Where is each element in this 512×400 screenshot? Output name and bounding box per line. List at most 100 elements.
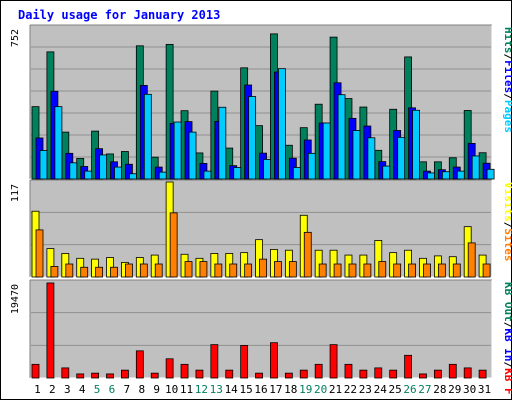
bar-kb-f-day-25: [389, 369, 398, 379]
x-tick-label-day-26: 26: [403, 383, 416, 396]
plot-background: [30, 280, 492, 378]
legend-entry: Files: [502, 60, 512, 93]
bar-kb-f-day-19: [299, 369, 308, 379]
x-tick-label-day-30: 30: [463, 383, 476, 396]
bar-kb-f-day-20: [314, 363, 323, 379]
bar-pages-day-24: [382, 165, 391, 180]
bar-sites-day-25: [393, 263, 402, 278]
bar-kb-f-day-10: [165, 358, 174, 379]
x-tick-label-day-29: 29: [448, 383, 461, 396]
bar-kb-f-day-30: [463, 367, 472, 379]
x-tick-label-day-15: 15: [239, 383, 252, 396]
bar-sites-day-7: [125, 263, 133, 278]
bar-sites-day-10: [169, 212, 178, 278]
bar-pages-day-14: [233, 167, 242, 180]
bar-visits-day-21: [329, 249, 338, 278]
x-tick-label-day-27: 27: [418, 383, 431, 396]
x-tick-label-day-8: 8: [138, 383, 145, 396]
bar-kb-f-day-3: [61, 367, 70, 379]
bar-pages-day-27: [427, 172, 435, 180]
bar-kb-f-day-28: [433, 369, 442, 379]
series-legend: Hits/Files/Pages: [502, 27, 512, 133]
bar-kb-f-day-14: [225, 369, 234, 379]
bar-kb-f-day-13: [210, 344, 219, 379]
bar-sites-day-3: [65, 263, 74, 278]
bar-kb-f-day-24: [374, 367, 383, 379]
x-tick-label-day-31: 31: [478, 383, 491, 396]
bar-kb-f-day-7: [121, 369, 129, 379]
x-tick-label-day-22: 22: [344, 383, 357, 396]
bar-sites-day-5: [95, 266, 104, 278]
x-tick-label-day-6: 6: [109, 383, 116, 396]
x-tick-label-day-4: 4: [79, 383, 86, 396]
bar-kb-f-day-27: [419, 373, 427, 379]
x-tick-label-day-14: 14: [225, 383, 239, 396]
bar-kb-f-day-5: [91, 372, 100, 379]
bar-sites-day-1: [35, 229, 44, 278]
bar-pages-day-23: [367, 137, 376, 180]
bar-visits-day-26: [404, 249, 412, 278]
bar-pages-day-19: [307, 152, 316, 180]
legend-entry: Sites: [502, 228, 512, 261]
bar-visits-day-2: [46, 248, 55, 278]
bar-sites-day-4: [80, 266, 89, 278]
bar-visits-day-24: [374, 240, 383, 278]
x-tick-label-day-13: 13: [210, 383, 223, 396]
bar-pages-day-17: [278, 68, 286, 180]
x-tick-label-day-1: 1: [34, 383, 41, 396]
bar-kb-f-day-21: [329, 344, 338, 379]
bar-pages-day-22: [352, 130, 361, 180]
x-tick-label-day-10: 10: [165, 383, 178, 396]
bar-pages-day-10: [173, 121, 182, 180]
bar-sites-day-28: [437, 263, 446, 278]
x-tick-label-day-9: 9: [153, 383, 160, 396]
legend-entry: Visits: [502, 182, 512, 222]
bar-kb-f-day-8: [135, 350, 144, 379]
bar-sites-day-9: [154, 263, 163, 278]
x-tick-label-day-17: 17: [269, 383, 282, 396]
legend-separator: /: [502, 222, 512, 229]
bar-kb-f-day-26: [404, 354, 412, 379]
bar-pages-day-7: [129, 173, 137, 180]
bar-pages-day-9: [158, 171, 167, 180]
bar-sites-day-26: [408, 263, 416, 278]
bar-pages-day-25: [397, 136, 406, 180]
bar-kb-f-day-4: [76, 373, 85, 379]
bar-sites-day-11: [184, 261, 193, 278]
bar-pages-day-13: [218, 106, 227, 180]
x-tick-label-day-2: 2: [49, 383, 56, 396]
bar-pages-day-2: [54, 106, 63, 180]
chart-title: Daily usage for January 2013: [18, 8, 220, 22]
series-legend: Visits/Sites: [502, 182, 512, 262]
series-legend: KB Out/KB In/KB F: [502, 282, 512, 395]
legend-separator: /: [502, 93, 512, 100]
bar-pages-day-6: [114, 166, 122, 180]
bar-sites-day-27: [423, 263, 431, 278]
bar-pages-day-20: [322, 122, 331, 180]
x-tick-label-day-24: 24: [374, 383, 388, 396]
bar-sites-day-12: [199, 261, 208, 278]
bar-kb-f-day-23: [359, 369, 368, 379]
x-tick-label-day-25: 25: [389, 383, 402, 396]
legend-entry: Hits: [502, 27, 512, 54]
legend-entry: KB In: [502, 328, 512, 361]
x-tick-label-day-3: 3: [64, 383, 71, 396]
x-tick-label-day-12: 12: [195, 383, 208, 396]
bar-pages-day-4: [84, 170, 93, 180]
bar-pages-day-1: [39, 150, 48, 180]
bar-sites-day-23: [363, 263, 372, 278]
bar-sites-day-22: [348, 263, 357, 278]
x-tick-label-day-16: 16: [254, 383, 267, 396]
bar-pages-day-12: [203, 170, 212, 180]
bar-pages-day-15: [248, 96, 257, 180]
x-tick-label-day-5: 5: [94, 383, 101, 396]
bar-sites-day-31: [482, 263, 491, 278]
legend-separator: /: [502, 362, 512, 369]
bar-visits-day-16: [255, 239, 263, 278]
bar-kb-f-day-31: [478, 369, 487, 379]
bar-kb-f-day-29: [448, 363, 457, 379]
bar-sites-day-30: [467, 242, 476, 278]
